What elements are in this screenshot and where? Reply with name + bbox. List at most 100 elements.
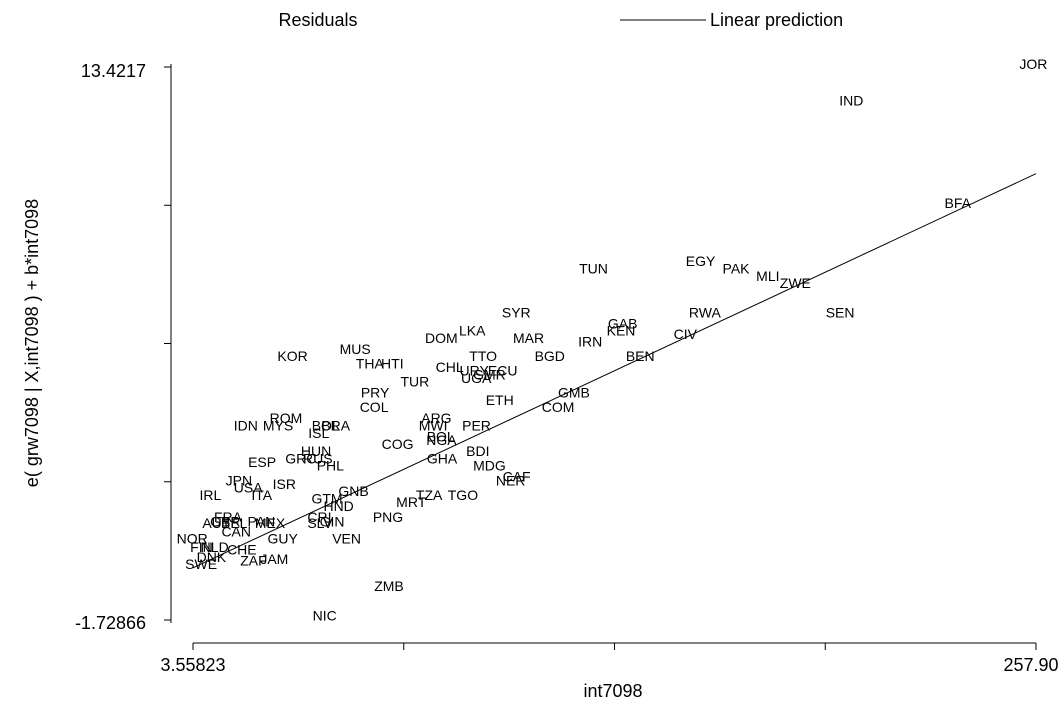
y-tick-label-max: 13.4217 bbox=[81, 61, 146, 81]
point-label-mex: MEX bbox=[255, 515, 286, 531]
point-label-nld: NLD bbox=[201, 539, 229, 555]
point-label-mwi: MWI bbox=[419, 417, 448, 433]
point-label-gbr: GBR bbox=[210, 513, 240, 529]
point-label-rom: ROM bbox=[270, 410, 303, 426]
point-label-bel: BEL bbox=[221, 515, 248, 531]
point-label-swe: SWE bbox=[185, 556, 217, 572]
point-label-gin: GIN bbox=[320, 513, 345, 529]
point-label-gmb: GMB bbox=[558, 385, 590, 401]
point-label-ken: KEN bbox=[607, 323, 636, 339]
x-axis: 3.55823 257.909 int7098 bbox=[160, 642, 1059, 701]
point-label-jor: JOR bbox=[1019, 56, 1047, 72]
point-label-syr: SYR bbox=[502, 304, 531, 320]
point-label-cri: CRI bbox=[307, 509, 331, 525]
point-label-nga: NGA bbox=[426, 432, 457, 448]
point-label-ner: NER bbox=[496, 472, 526, 488]
point-label-civ: CIV bbox=[674, 326, 698, 342]
point-label-usa: USA bbox=[234, 480, 263, 496]
point-label-fin: FIN bbox=[190, 539, 213, 555]
point-label-tur: TUR bbox=[400, 374, 429, 390]
point-label-mrt: MRT bbox=[396, 494, 427, 510]
point-label-ury: URY bbox=[460, 363, 490, 379]
legend-label-linear-prediction: Linear prediction bbox=[710, 10, 843, 30]
point-label-uga: UGA bbox=[461, 370, 492, 386]
point-label-ben: BEN bbox=[626, 348, 655, 364]
point-label-hun: HUN bbox=[301, 443, 331, 459]
point-label-mdg: MDG bbox=[473, 458, 506, 474]
point-label-bol: BOL bbox=[312, 417, 340, 433]
point-label-phl: PHL bbox=[317, 458, 344, 474]
legend-label-residuals: Residuals bbox=[278, 10, 357, 30]
point-label-pry: PRY bbox=[361, 385, 390, 401]
point-label-isl: ISL bbox=[308, 425, 329, 441]
point-label-che: CHE bbox=[227, 542, 257, 558]
point-label-ind: IND bbox=[839, 93, 863, 109]
point-label-jam: JAM bbox=[260, 551, 288, 567]
point-label-ita: ITA bbox=[251, 487, 272, 503]
x-tick-label-max: 257.909 bbox=[1003, 655, 1059, 675]
point-label-mus: MUS bbox=[340, 341, 371, 357]
point-label-mli: MLI bbox=[756, 268, 779, 284]
y-ticks bbox=[164, 66, 171, 621]
point-label-mys: MYS bbox=[263, 417, 293, 433]
point-label-rwa: RWA bbox=[689, 304, 722, 320]
point-label-lka: LKA bbox=[459, 323, 486, 339]
point-label-aut: AUT bbox=[202, 515, 230, 531]
x-axis-title: int7098 bbox=[583, 681, 642, 701]
point-label-png: PNG bbox=[373, 509, 403, 525]
point-label-gab: GAB bbox=[608, 315, 638, 331]
point-label-bdi: BDI bbox=[466, 443, 489, 459]
point-label-idn: IDN bbox=[234, 417, 258, 433]
x-tick-label-min: 3.55823 bbox=[160, 655, 225, 675]
point-label-ven: VEN bbox=[332, 531, 361, 547]
point-label-pan: PAN bbox=[248, 513, 276, 529]
point-label-chl: CHL bbox=[436, 359, 464, 375]
point-label-grc: GRC bbox=[285, 450, 316, 466]
point-label-pak: PAK bbox=[723, 261, 751, 277]
point-label-per: PER bbox=[462, 417, 491, 433]
point-label-dom: DOM bbox=[425, 330, 458, 346]
point-label-slv: SLV bbox=[307, 515, 333, 531]
point-label-guy: GUY bbox=[267, 531, 298, 547]
point-label-can: CAN bbox=[221, 523, 251, 539]
point-label-tun: TUN bbox=[579, 261, 608, 277]
point-label-hti: HTI bbox=[381, 355, 404, 371]
y-axis-title: e( grw7098 | X,int7098 ) + b*int7098 bbox=[22, 199, 42, 487]
point-label-bfa: BFA bbox=[945, 195, 972, 211]
point-label-zwe: ZWE bbox=[780, 275, 811, 291]
point-label-eth: ETH bbox=[486, 392, 514, 408]
point-label-sen: SEN bbox=[826, 304, 855, 320]
point-label-irl: IRL bbox=[199, 487, 221, 503]
point-label-bgd: BGD bbox=[535, 348, 565, 364]
point-label-col: COL bbox=[360, 399, 389, 415]
point-label-egy: EGY bbox=[686, 253, 716, 269]
point-label-fra: FRA bbox=[214, 509, 243, 525]
point-label-bol: BOL bbox=[427, 428, 455, 444]
point-label-tha: THA bbox=[356, 355, 385, 371]
point-label-tto: TTO bbox=[469, 348, 497, 364]
point-label-rus: RUS bbox=[303, 450, 333, 466]
point-label-com: COM bbox=[542, 399, 575, 415]
point-label-gmr: GMR bbox=[473, 366, 506, 382]
point-label-bra: BRA bbox=[321, 417, 350, 433]
point-label-kor: KOR bbox=[277, 348, 307, 364]
point-label-tgo: TGO bbox=[448, 487, 478, 503]
fit-line bbox=[192, 173, 1037, 569]
point-label-jpn: JPN bbox=[226, 472, 252, 488]
point-label-gha: GHA bbox=[427, 450, 458, 466]
point-label-caf: CAF bbox=[503, 469, 531, 485]
point-label-isr: ISR bbox=[273, 476, 296, 492]
point-label-ecu: ECU bbox=[488, 363, 518, 379]
point-label-nic: NIC bbox=[313, 607, 337, 623]
legend: Residuals Linear prediction bbox=[278, 10, 843, 30]
point-label-dnk: DNK bbox=[197, 549, 227, 565]
point-label-gtm: GTM bbox=[311, 491, 342, 507]
point-label-esp: ESP bbox=[248, 454, 276, 470]
y-tick-label-min: -1.72866 bbox=[75, 613, 146, 633]
point-label-zaf: ZAF bbox=[240, 553, 266, 569]
point-label-mar: MAR bbox=[513, 330, 544, 346]
point-label-tza: TZA bbox=[416, 487, 443, 503]
x-ticks bbox=[192, 643, 1037, 650]
